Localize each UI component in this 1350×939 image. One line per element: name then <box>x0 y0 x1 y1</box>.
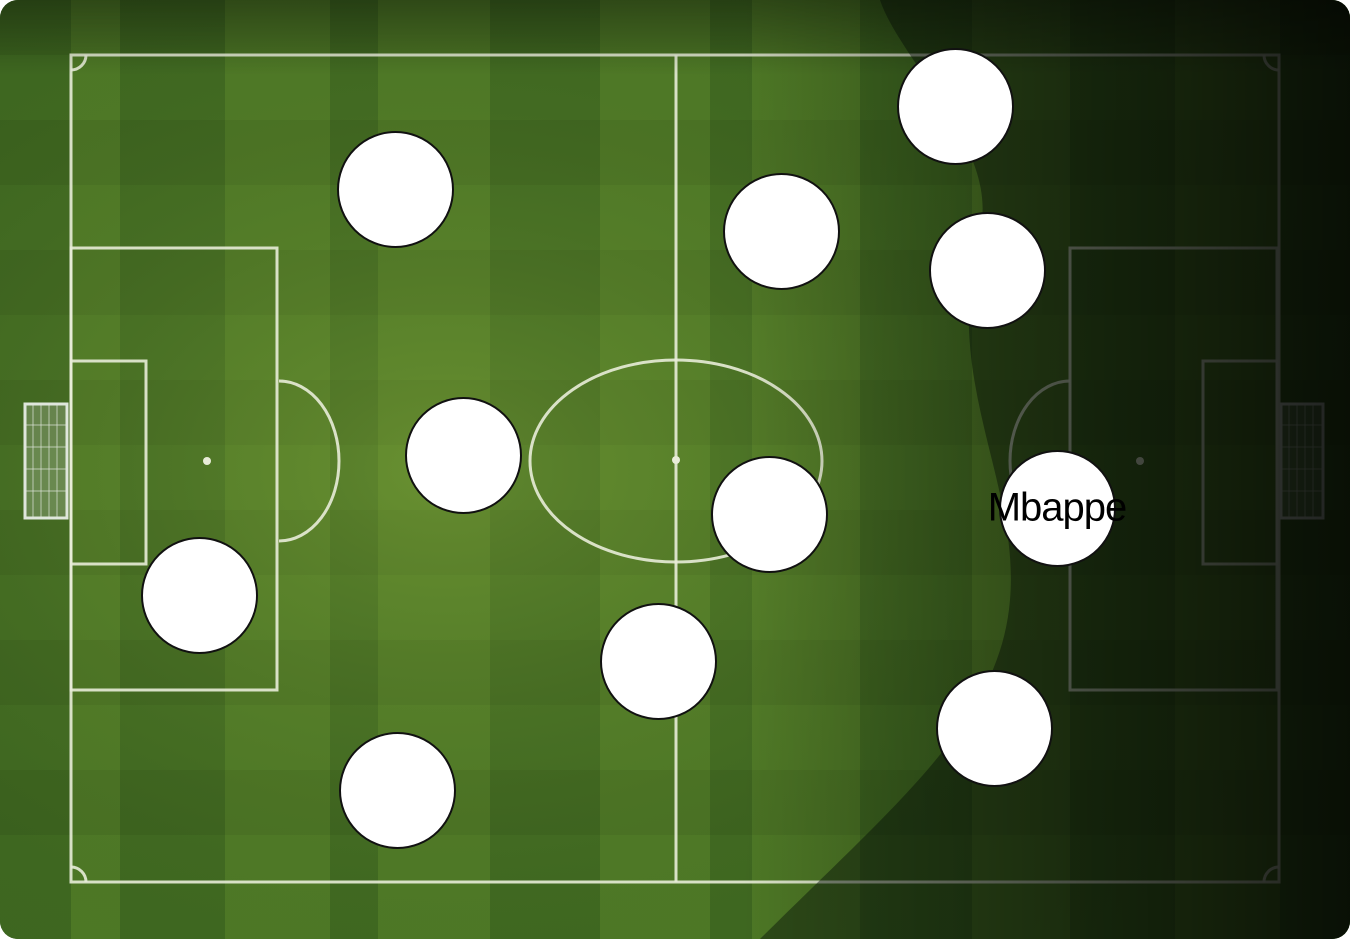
player-token[interactable] <box>935 669 1053 787</box>
player-token[interactable] <box>599 602 717 720</box>
player-token[interactable] <box>140 536 258 654</box>
player-token[interactable]: Mbappe <box>988 449 1127 567</box>
player-name: Mbappe <box>987 485 1128 530</box>
player-token[interactable] <box>928 211 1046 329</box>
player-token[interactable] <box>404 396 522 514</box>
player-token[interactable] <box>710 455 828 573</box>
player-token[interactable] <box>896 47 1014 165</box>
player-token[interactable] <box>336 130 454 248</box>
player-token[interactable] <box>338 731 456 849</box>
player-token[interactable] <box>722 172 840 290</box>
